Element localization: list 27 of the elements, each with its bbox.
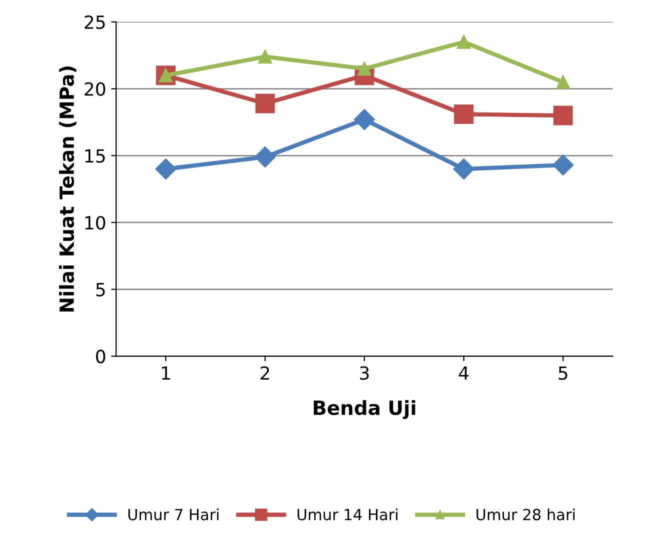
legend-label: Umur 14 Hari xyxy=(298,508,398,520)
point xyxy=(552,154,574,176)
point xyxy=(354,109,375,130)
point xyxy=(254,146,276,168)
y-tick-label: 0 xyxy=(96,350,106,364)
point xyxy=(553,106,573,126)
point xyxy=(454,104,474,124)
point xyxy=(456,35,471,49)
y-tick-label: 20 xyxy=(84,82,106,96)
point xyxy=(258,50,272,64)
x-tick-label: 5 xyxy=(558,366,568,380)
x-tick-label: 2 xyxy=(260,366,270,380)
y-tick-label: 10 xyxy=(85,216,106,230)
x-tick-label: 3 xyxy=(360,366,369,380)
y-axis-title: Nilai Kuat Tekan (MPa) xyxy=(59,66,76,312)
y-tick-label: 15 xyxy=(85,149,105,163)
x-tick-label: 1 xyxy=(162,366,170,380)
legend-label: Umur 7 Hari xyxy=(128,508,218,520)
x-tick-label: 4 xyxy=(458,366,468,380)
point xyxy=(556,75,570,90)
legend-label: Umur 28 hari xyxy=(476,508,575,520)
point xyxy=(255,94,275,114)
point xyxy=(155,158,176,180)
x-axis-title: Benda Uji xyxy=(314,400,416,420)
point xyxy=(453,158,474,180)
y-tick-label: 25 xyxy=(84,15,105,30)
y-tick-label: 5 xyxy=(96,283,105,296)
